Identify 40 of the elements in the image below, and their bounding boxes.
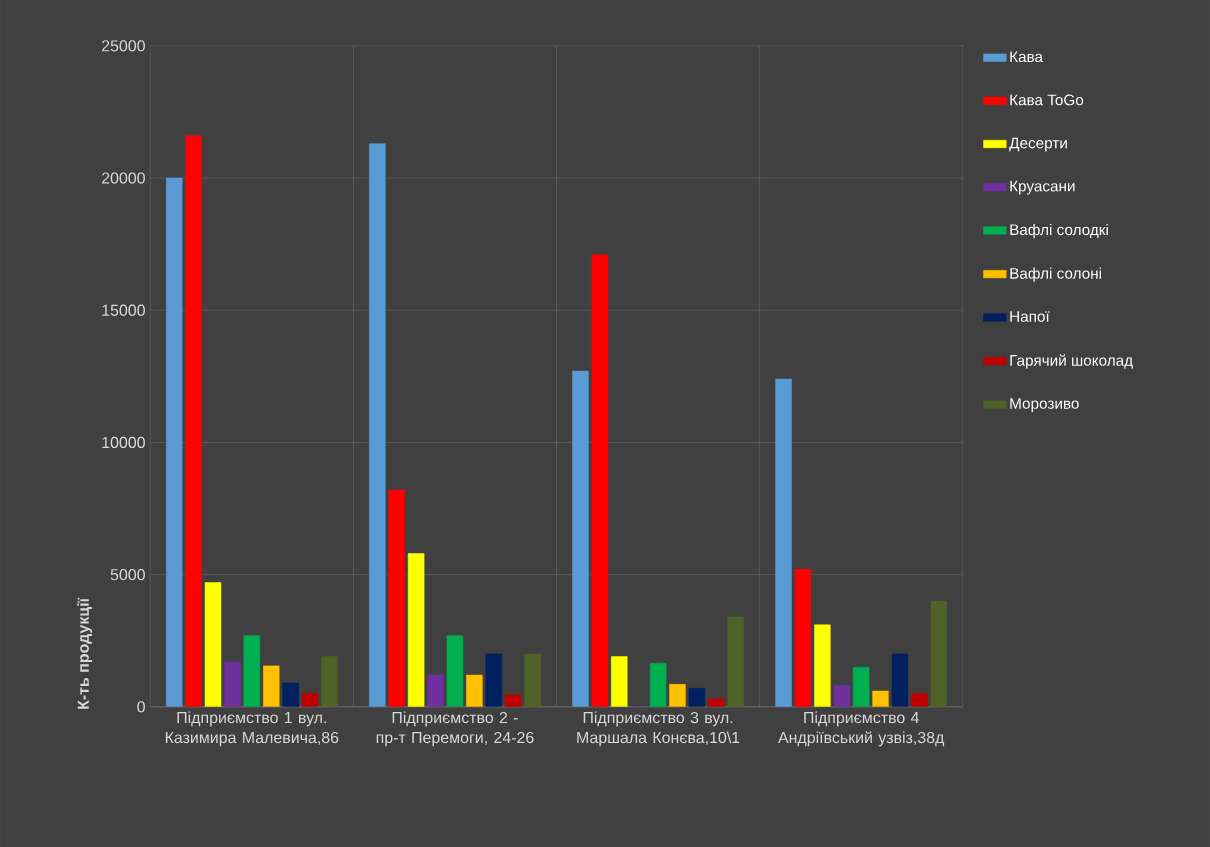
- bar: [727, 616, 744, 707]
- y-axis-title: К-ть продукції: [77, 597, 93, 709]
- bar: [524, 653, 541, 707]
- legend-label: Кава: [1010, 51, 1044, 62]
- y-tick-label: 0: [137, 700, 145, 713]
- bar: [649, 662, 667, 707]
- legend-label: Вафлі солодкі: [1010, 223, 1108, 238]
- y-tick-label: 5000: [110, 568, 145, 581]
- y-tick-label: 10000: [102, 436, 145, 448]
- y-tick-label: 20000: [101, 172, 145, 184]
- x-tick-label: Підприємство 4 Андріївський узвіз,38д: [778, 711, 945, 747]
- x-tick-label: Підприємство 1 вул. Казимира Малевича,86: [165, 711, 339, 747]
- legend-label: Кава ToGo: [1010, 94, 1084, 106]
- bar: [814, 624, 831, 707]
- legend-label: Напої: [1010, 311, 1050, 322]
- bar: [708, 698, 725, 707]
- bar: [930, 600, 948, 707]
- bar: [407, 553, 425, 707]
- legend-label: Десерти: [1009, 137, 1067, 152]
- bar: [165, 177, 183, 707]
- bar: [852, 666, 870, 707]
- bar: [369, 143, 386, 707]
- bar: [775, 378, 792, 707]
- y-tick-label: 25000: [101, 40, 145, 52]
- x-tick-label: Підприємство 3 вул. Маршала Конєва,10\1: [577, 711, 740, 747]
- bar: [243, 634, 261, 707]
- bar: [572, 370, 589, 707]
- bar: [301, 693, 319, 707]
- y-tick-label: 15000: [102, 304, 145, 316]
- bar: [504, 694, 522, 707]
- legend-label: Вафлі солоні: [1010, 267, 1101, 282]
- bar: [611, 656, 628, 707]
- legend-label: Морозиво: [1010, 398, 1079, 412]
- bar: [446, 634, 464, 707]
- legend-label: Круасани: [1010, 180, 1075, 195]
- bar: [204, 582, 222, 707]
- bar: [321, 656, 338, 707]
- x-tick-label: Підприємство 2 - пр-т Перемоги, 24-26: [376, 711, 534, 747]
- bar: [911, 693, 928, 707]
- legend-label: Гарячий шоколад: [1010, 354, 1133, 369]
